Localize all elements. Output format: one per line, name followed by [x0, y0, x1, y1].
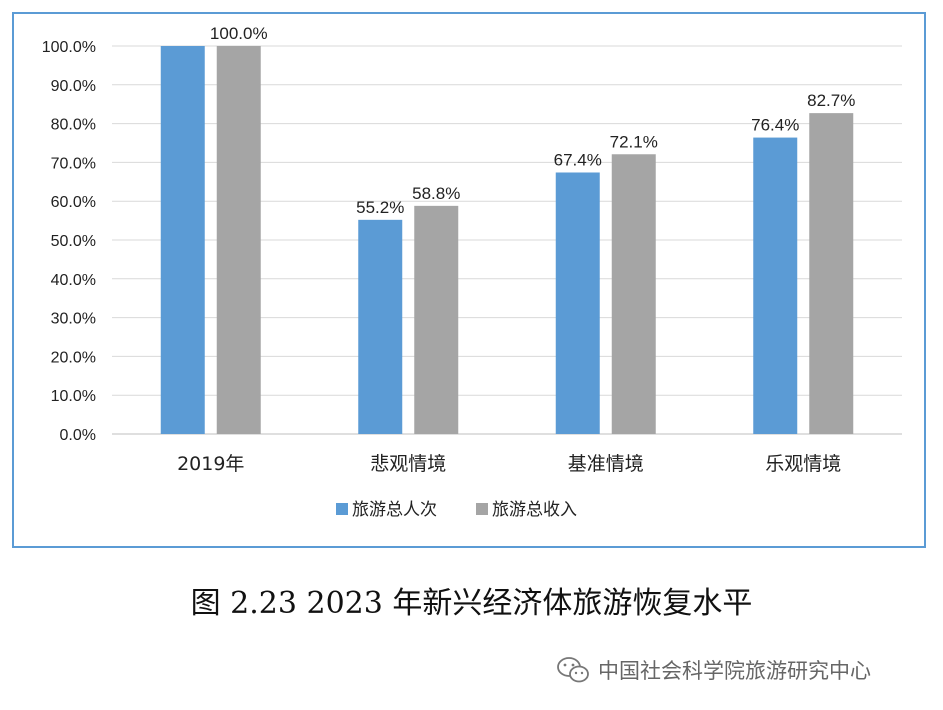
y-tick-label: 100.0%: [42, 39, 96, 56]
bar: [358, 219, 403, 434]
watermark: 中国社会科学院旅游研究中心: [556, 653, 871, 687]
y-tick-label: 10.0%: [51, 388, 96, 405]
legend-swatch: [336, 503, 348, 515]
data-label: 72.1%: [610, 132, 658, 151]
data-label: 100.0%: [210, 24, 268, 43]
y-tick-label: 70.0%: [51, 155, 96, 172]
y-tick-label: 40.0%: [51, 272, 96, 289]
legend-swatch: [476, 503, 488, 515]
y-tick-label: 0.0%: [60, 427, 96, 444]
bar: [216, 46, 261, 434]
y-tick-label: 80.0%: [51, 117, 96, 134]
bar: [753, 137, 798, 434]
chart-frame: 0.0% 10.0% 20.0% 30.0% 40.0% 50.0% 60.0% 70.0% 8…: [12, 12, 926, 548]
bar: [160, 46, 205, 434]
data-label: 67.4%: [554, 150, 602, 169]
data-label: 55.2%: [356, 198, 404, 217]
bar: [555, 172, 600, 434]
x-tick-label: 2019年: [177, 453, 244, 475]
x-tick-label: 乐观情境: [765, 453, 841, 475]
bar: [414, 205, 459, 434]
data-label: 82.7%: [807, 91, 855, 110]
y-tick-label: 90.0%: [51, 78, 96, 95]
y-tick-label: 60.0%: [51, 194, 96, 211]
wechat-icon: [557, 657, 589, 683]
x-tick-label: 基准情境: [568, 453, 644, 475]
bar: [809, 113, 854, 435]
legend-entry: 旅游总收入: [492, 500, 577, 520]
y-tick-label: 30.0%: [51, 311, 96, 328]
y-tick-label: 20.0%: [51, 349, 96, 366]
data-label: 58.8%: [412, 184, 460, 203]
x-tick-label: 悲观情境: [370, 453, 446, 475]
y-tick-label: 50.0%: [51, 233, 96, 250]
legend-entry: 旅游总人次: [352, 500, 437, 520]
bar: [611, 154, 656, 434]
data-label: 76.4%: [751, 116, 799, 135]
figure-caption: 图 2.23 2023 年新兴经济体旅游恢复水平: [190, 586, 753, 621]
watermark-text: 中国社会科学院旅游研究中心: [598, 659, 871, 683]
bar-chart: 0.0% 10.0% 20.0% 30.0% 40.0% 50.0% 60.0% 70.0% 8…: [42, 24, 902, 520]
